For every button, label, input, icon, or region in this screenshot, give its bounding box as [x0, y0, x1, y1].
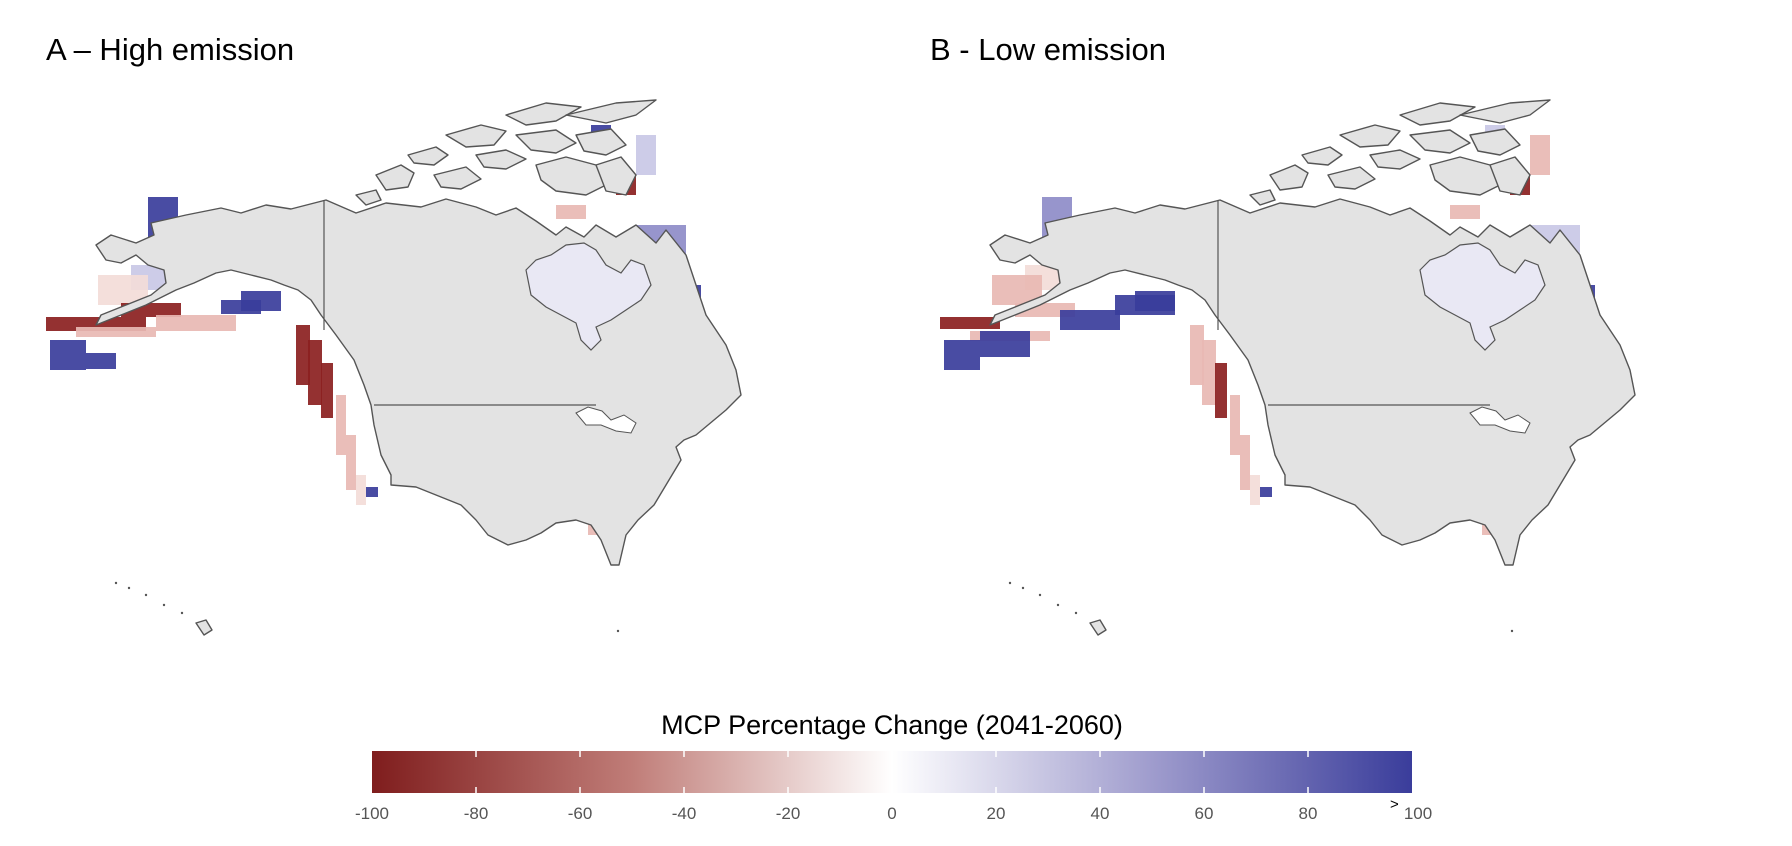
ocean-change-cell: [1202, 340, 1216, 405]
colorbar-tick-label: -100: [354, 804, 390, 823]
arctic-island: [515, 129, 577, 154]
ocean-change-cell: [940, 317, 1000, 329]
map-panel-a: [46, 99, 742, 636]
great-lakes: [1469, 406, 1531, 434]
ocean-change-cell: [241, 291, 281, 311]
colorbar-tick-label: -20: [775, 804, 801, 823]
ocean-change-cell: [366, 487, 378, 497]
ocean-change-cell: [86, 353, 116, 369]
arctic-island: [1409, 129, 1471, 154]
north-america-landmass: [95, 198, 742, 566]
land-layer: [95, 99, 742, 566]
arctic-island: [375, 164, 415, 191]
arctic-island: [1269, 164, 1309, 191]
hawaii-islet: [1008, 581, 1012, 585]
colorbar-gradient: [372, 751, 1412, 793]
ocean-change-cell: [1240, 435, 1250, 490]
ocean-change-cell: [944, 340, 980, 370]
ocean-change-cell: [556, 205, 586, 219]
hudson-bay: [1419, 242, 1546, 351]
colorbar-tick-label: -80: [463, 804, 489, 823]
arctic-island: [1459, 99, 1551, 124]
hawaii-big-island: [1089, 619, 1107, 636]
ocean-change-cell: [1250, 475, 1260, 505]
hawaii-islet: [1074, 611, 1078, 615]
ocean-change-cell: [1190, 325, 1204, 385]
ocean-change-cell: [1215, 363, 1227, 418]
hawaii-islet: [162, 603, 166, 607]
panel-b-title: B - Low emission: [930, 32, 1167, 67]
arctic-island: [1429, 156, 1501, 196]
colorbar-overflow-marker: >: [1390, 796, 1399, 813]
arctic-island: [535, 156, 607, 196]
arctic-island: [433, 166, 482, 190]
ocean-change-cell: [1530, 135, 1550, 175]
ocean-change-cell: [1060, 310, 1120, 330]
ocean-change-cell: [156, 315, 236, 331]
arctic-island: [1489, 156, 1531, 196]
hudson-bay: [525, 242, 652, 351]
ocean-change-cell: [980, 331, 1030, 357]
arctic-island: [1249, 189, 1276, 206]
colorbar-tick-label: 100: [1403, 804, 1433, 823]
hawaii-islands: [1008, 581, 1514, 636]
arctic-island: [1469, 128, 1521, 156]
colorbar-tick-label: -60: [567, 804, 593, 823]
ocean-change-cell: [636, 135, 656, 175]
hawaii-islet: [1021, 586, 1025, 590]
hawaii-islet: [1038, 593, 1042, 597]
hawaii-islet: [114, 581, 118, 585]
great-lakes: [575, 406, 637, 434]
arctic-island: [1301, 146, 1343, 166]
ocean-change-cell: [1450, 205, 1480, 219]
hawaii-big-island: [195, 619, 213, 636]
arctic-island: [355, 189, 382, 206]
arctic-island: [575, 128, 627, 156]
arctic-island: [1369, 149, 1421, 170]
hawaii-islet: [180, 611, 184, 615]
arctic-island: [1327, 166, 1376, 190]
hawaii-islet: [1056, 603, 1060, 607]
ocean-change-cell: [1135, 291, 1175, 311]
arctic-island: [445, 124, 507, 148]
ocean-change-cell: [1230, 395, 1240, 455]
caribbean-islet: [1510, 629, 1514, 633]
ocean-change-cell: [296, 325, 310, 385]
panel-a-title: A – High emission: [46, 32, 295, 67]
hawaii-islet: [144, 593, 148, 597]
ocean-change-cell: [308, 340, 322, 405]
arctic-island: [595, 156, 637, 196]
legend-title: MCP Percentage Change (2041-2060): [661, 710, 1123, 740]
colorbar-tick-label: 0: [887, 804, 897, 823]
colorbar-tick-label: 80: [1298, 804, 1318, 823]
colorbar-tick-label: 60: [1194, 804, 1214, 823]
colorbar: [372, 751, 1412, 793]
ocean-change-cell: [336, 395, 346, 455]
north-america-landmass: [989, 198, 1636, 566]
hawaii-islet: [127, 586, 131, 590]
ocean-change-cell: [346, 435, 356, 490]
ocean-change-cell: [76, 327, 156, 337]
ocean-change-cell: [50, 340, 86, 370]
ocean-change-cell: [1260, 487, 1272, 497]
colorbar-tick-label: 40: [1090, 804, 1110, 823]
map-panel-b: [940, 99, 1636, 636]
caribbean-islet: [616, 629, 620, 633]
colorbar-tick-label: -40: [671, 804, 697, 823]
arctic-island: [407, 146, 449, 166]
arctic-island: [475, 149, 527, 170]
ocean-change-cell: [321, 363, 333, 418]
ocean-change-cell: [356, 475, 366, 505]
hawaii-islands: [114, 581, 620, 636]
land-layer: [989, 99, 1636, 566]
arctic-island: [565, 99, 657, 124]
colorbar-tick-label: 20: [986, 804, 1006, 823]
arctic-island: [1339, 124, 1401, 148]
